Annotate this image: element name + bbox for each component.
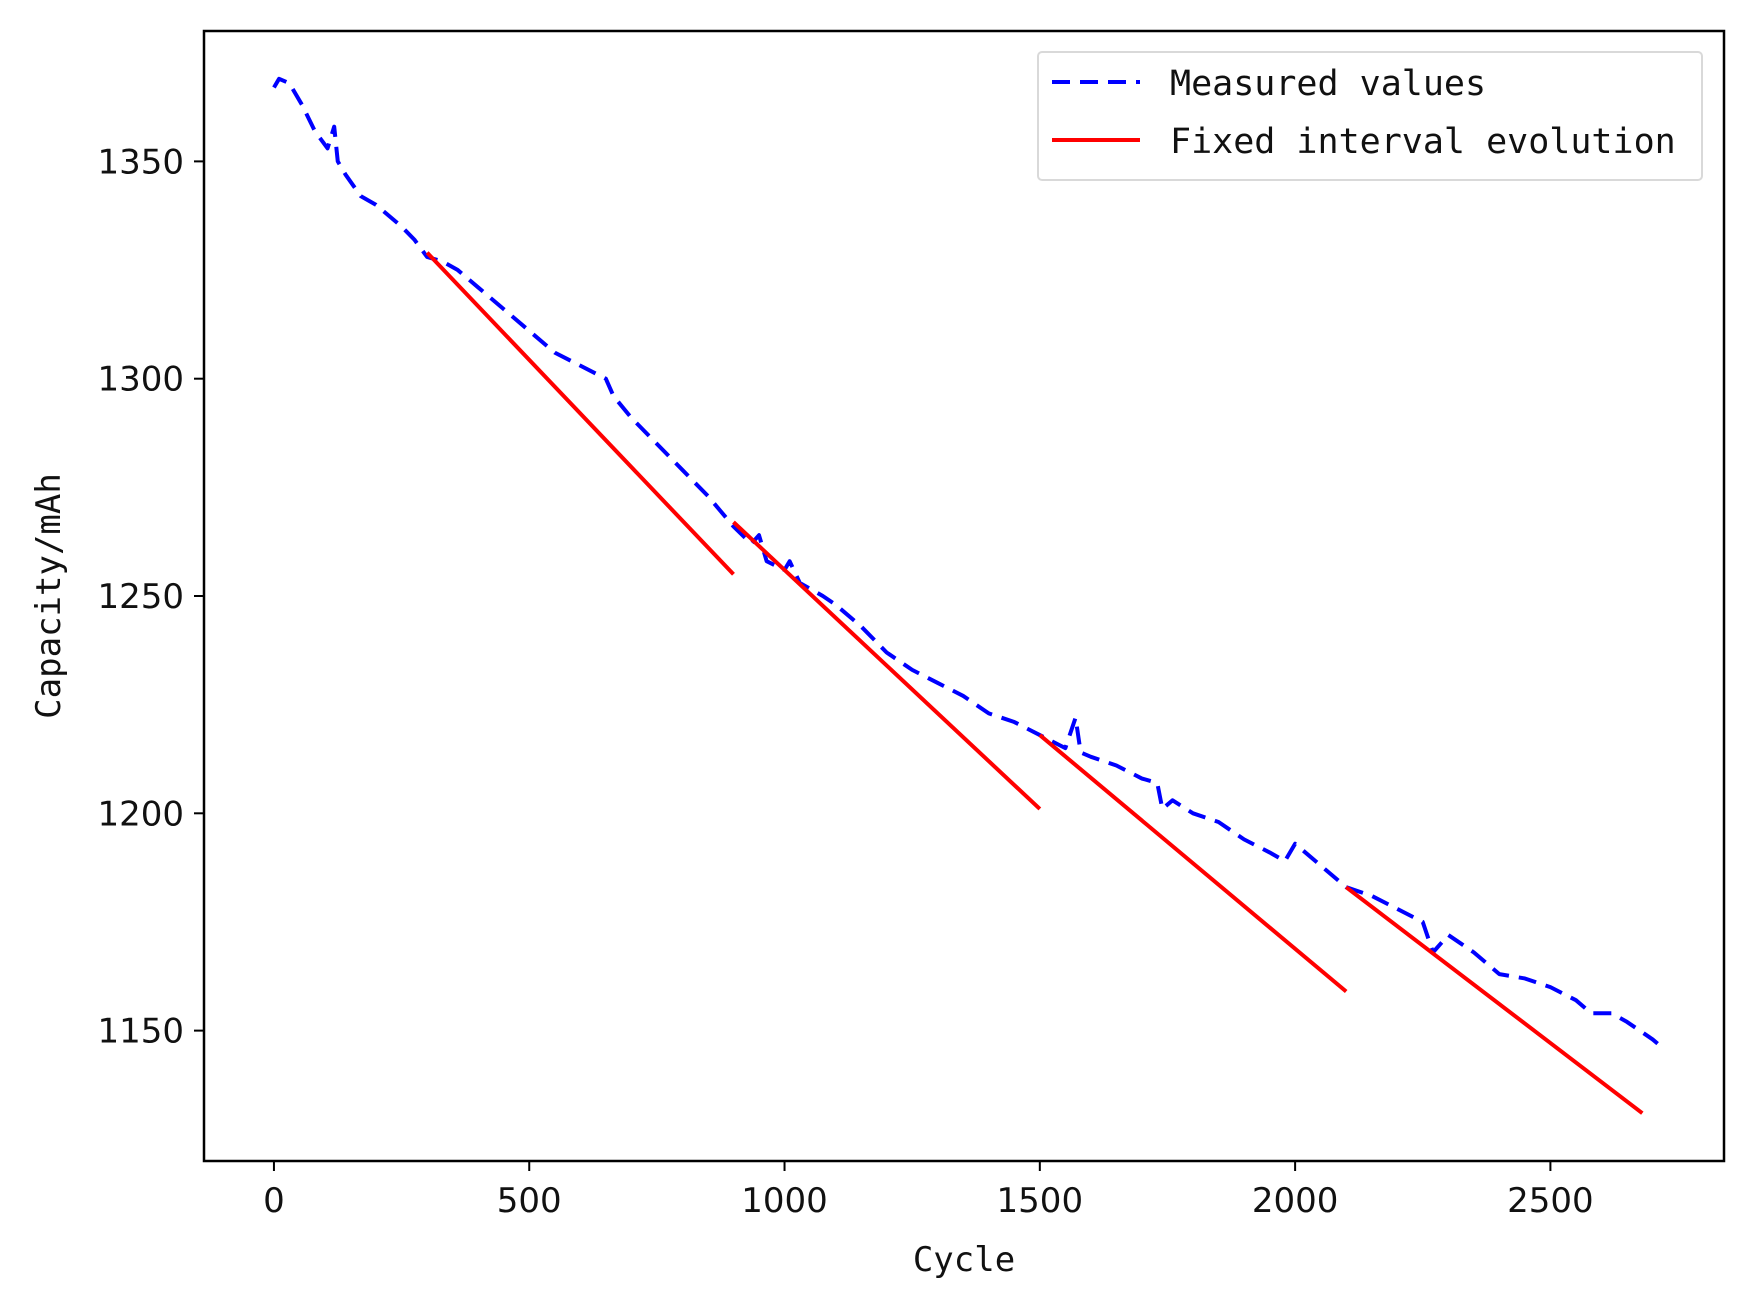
y-axis-ticks: 1150 1200 1250 1300 1350: [97, 142, 204, 1052]
y-tick-label: 1250: [97, 577, 184, 617]
plot-area-border: [202, 29, 1726, 1163]
x-tick-label: 2000: [1252, 1181, 1339, 1221]
measured-values-series: [272, 76, 1659, 1046]
y-tick-label: 1200: [97, 794, 184, 834]
legend-box: [1037, 51, 1703, 181]
x-tick-label: 0: [263, 1181, 285, 1221]
legend-measured-label: Measured values: [1170, 64, 1486, 104]
legend-fixed-label: Fixed interval evolution: [1170, 122, 1676, 162]
series-layer: [272, 76, 1659, 1115]
y-tick-label: 1150: [97, 1012, 184, 1052]
x-tick-label: 2500: [1507, 1181, 1594, 1221]
y-tick-label: 1350: [97, 142, 184, 182]
x-tick-label: 1000: [741, 1181, 828, 1221]
y-axis-label: Capacity/mAh: [29, 473, 69, 719]
x-tick-label: 500: [497, 1181, 562, 1221]
legend: Measured values Fixed interval evolution: [1037, 51, 1703, 181]
fixed-interval-segment-3: [1038, 733, 1348, 994]
x-axis-label: Cycle: [913, 1240, 1015, 1280]
x-axis-ticks: 0 500 1000 1500 2000 2500: [263, 1161, 1594, 1221]
fixed-interval-segment-1: [425, 251, 735, 576]
fixed-interval-segment-4: [1344, 885, 1644, 1115]
fixed-interval-segment-2: [732, 520, 1042, 811]
y-tick-label: 1300: [97, 360, 184, 400]
x-tick-label: 1500: [997, 1181, 1084, 1221]
